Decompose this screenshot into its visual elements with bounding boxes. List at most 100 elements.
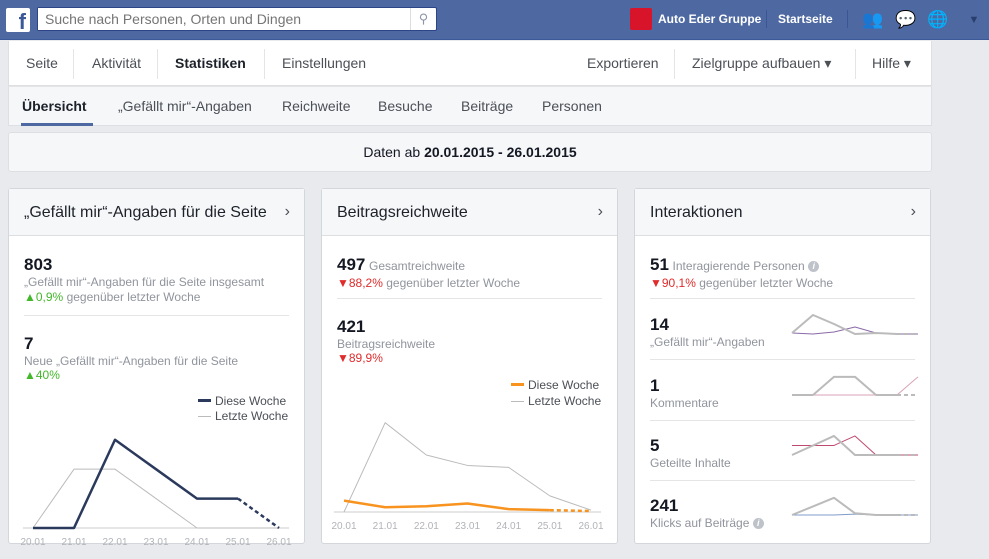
- tab-activity[interactable]: Aktivität: [92, 55, 142, 71]
- metric-value: 1: [650, 376, 660, 395]
- date-range: 20.01.2015 - 26.01.2015: [424, 144, 577, 160]
- page-likes-card: „Gefällt mir“-Angaben für die Seite › 803…: [8, 188, 305, 548]
- subtab-overview[interactable]: Übersicht: [22, 98, 87, 114]
- tab-page[interactable]: Seite: [26, 55, 58, 71]
- x-tick-label: 26.01: [578, 521, 603, 532]
- card-title: Beitragsreichweite: [337, 204, 468, 221]
- date-range-bar: Daten ab 20.01.2015 - 26.01.2015: [8, 132, 932, 172]
- metric-row: 1 Kommentare: [650, 376, 719, 410]
- series-line-1: [32, 468, 238, 529]
- card-title: „Gefällt mir“-Angaben für die Seite: [24, 204, 267, 221]
- interactions-card: Interaktionen › 51 Interagierende Persone…: [634, 188, 931, 544]
- chevron-right-icon[interactable]: ›: [284, 203, 290, 220]
- search-input[interactable]: [38, 8, 408, 30]
- post-reach-card: Beitragsreichweite › 497 Gesamtreichweite…: [321, 188, 618, 544]
- x-tick-label: 23.01: [455, 521, 480, 532]
- tab-insights[interactable]: Statistiken: [175, 55, 246, 71]
- new-likes-change: ▲40%: [24, 368, 60, 382]
- x-tick-label: 24.01: [184, 537, 209, 548]
- facebook-logo-icon[interactable]: f: [6, 8, 30, 32]
- card-header[interactable]: Interaktionen ›: [635, 189, 930, 236]
- metric-label: „Gefällt mir“-Angaben: [650, 335, 765, 349]
- card-title: Interaktionen: [650, 204, 743, 221]
- total-likes-change: ▲0,9%: [24, 290, 64, 304]
- new-likes-label: Neue „Gefällt mir“-Angaben für die Seite: [24, 354, 239, 368]
- home-link[interactable]: Startseite: [778, 12, 833, 26]
- change-text: gegenüber letzter Woche: [382, 276, 521, 290]
- post-reach-label: Beitragsreichweite: [337, 337, 436, 351]
- x-tick-label: 20.01: [20, 537, 45, 548]
- search-box: ⚲: [37, 7, 437, 31]
- divider: [674, 49, 675, 79]
- series-line-0: [343, 499, 550, 512]
- top-bar: f ⚲ Auto Eder Gruppe Startseite 👥 💬 🌐 ▼: [0, 0, 989, 40]
- insights-subnav: Übersicht „Gefällt mir“-Angaben Reichwei…: [8, 86, 932, 126]
- divider: [650, 420, 915, 421]
- metric-label: Klicks auf Beiträge: [650, 516, 750, 530]
- chevron-right-icon[interactable]: ›: [910, 203, 916, 220]
- total-reach-value: 497: [337, 255, 366, 274]
- divider: [650, 298, 915, 299]
- metric-value: 5: [650, 436, 660, 455]
- series-line-0: [791, 496, 897, 516]
- subtab-visits[interactable]: Besuche: [378, 98, 433, 114]
- friend-requests-icon[interactable]: 👥: [862, 10, 884, 29]
- legend-last-week: Letzte Woche: [198, 409, 288, 423]
- x-tick-label: 25.01: [537, 521, 562, 532]
- total-likes-label: „Gefällt mir“-Angaben für die Seite insg…: [24, 275, 265, 289]
- total-reach-block: 497 Gesamtreichweite ▼88,2% gegenüber le…: [337, 255, 520, 290]
- date-prefix: Daten ab: [363, 144, 425, 160]
- page-nav: Seite Aktivität Statistiken Einstellunge…: [8, 41, 932, 86]
- search-icon[interactable]: ⚲: [410, 8, 436, 30]
- metric-label: Geteilte Inhalte: [650, 456, 731, 470]
- messages-icon[interactable]: 💬: [895, 10, 917, 29]
- post-reach-change: ▼89,9%: [337, 351, 383, 365]
- legend-this-week: Diese Woche: [511, 378, 599, 392]
- metric-row: 5 Geteilte Inhalte: [650, 436, 731, 470]
- divider: [650, 480, 915, 481]
- x-tick-label: 22.01: [102, 537, 127, 548]
- metric-row: 14 „Gefällt mir“-Angaben: [650, 315, 765, 349]
- x-tick-label: 20.01: [331, 521, 356, 532]
- metric-row: 241 Klicks auf Beiträge i: [650, 496, 764, 530]
- total-likes-value: 803: [24, 255, 53, 274]
- change-text: gegenüber letzter Woche: [63, 290, 201, 304]
- chevron-right-icon[interactable]: ›: [597, 203, 603, 220]
- x-tick-label: 24.01: [496, 521, 521, 532]
- metric-label: Kommentare: [650, 396, 719, 410]
- total-reach-label: Gesamtreichweite: [369, 259, 466, 273]
- build-audience-dropdown[interactable]: Zielgruppe aufbauen ▾: [692, 55, 832, 71]
- divider: [337, 298, 602, 299]
- series-last-segment-0: [237, 497, 280, 530]
- divider: [855, 49, 856, 79]
- sparklines: [791, 314, 919, 516]
- card-header[interactable]: „Gefällt mir“-Angaben für die Seite ›: [9, 189, 304, 236]
- new-likes-block: 7 Neue „Gefällt mir“-Angaben für die Sei…: [24, 334, 238, 382]
- export-button[interactable]: Exportieren: [587, 55, 659, 71]
- divider: [73, 49, 74, 79]
- card-header[interactable]: Beitragsreichweite ›: [322, 189, 617, 236]
- x-tick-label: 21.01: [61, 537, 86, 548]
- engaged-value: 51: [650, 255, 669, 274]
- tab-settings[interactable]: Einstellungen: [282, 55, 367, 71]
- post-reach-block: 421 Beitragsreichweite ▼89,9%: [337, 317, 435, 365]
- subtab-posts[interactable]: Beiträge: [461, 98, 514, 114]
- new-likes-value: 7: [24, 334, 34, 353]
- subtab-reach[interactable]: Reichweite: [282, 98, 351, 114]
- page-avatar[interactable]: [630, 8, 652, 30]
- metric-value: 241: [650, 496, 679, 515]
- help-dropdown[interactable]: Hilfe ▾: [872, 55, 911, 71]
- account-menu-chevron-icon[interactable]: ▼: [968, 14, 980, 26]
- subtab-people[interactable]: Personen: [542, 98, 602, 114]
- subtab-likes[interactable]: „Gefällt mir“-Angaben: [118, 98, 252, 114]
- info-icon[interactable]: i: [752, 518, 764, 529]
- reach-chart: 20.01 21.01 22.01 23.01 24.01 25.01 26.01: [331, 422, 604, 532]
- info-icon[interactable]: i: [808, 261, 820, 272]
- x-tick-label: 26.01: [266, 537, 291, 548]
- page-name-link[interactable]: Auto Eder Gruppe: [658, 12, 762, 26]
- x-tick-label: 22.01: [414, 521, 439, 532]
- change-text: gegenüber letzter Woche: [695, 276, 834, 290]
- series-last-segment-1: [549, 495, 592, 511]
- notifications-globe-icon[interactable]: 🌐: [927, 10, 949, 29]
- divider: [264, 49, 265, 79]
